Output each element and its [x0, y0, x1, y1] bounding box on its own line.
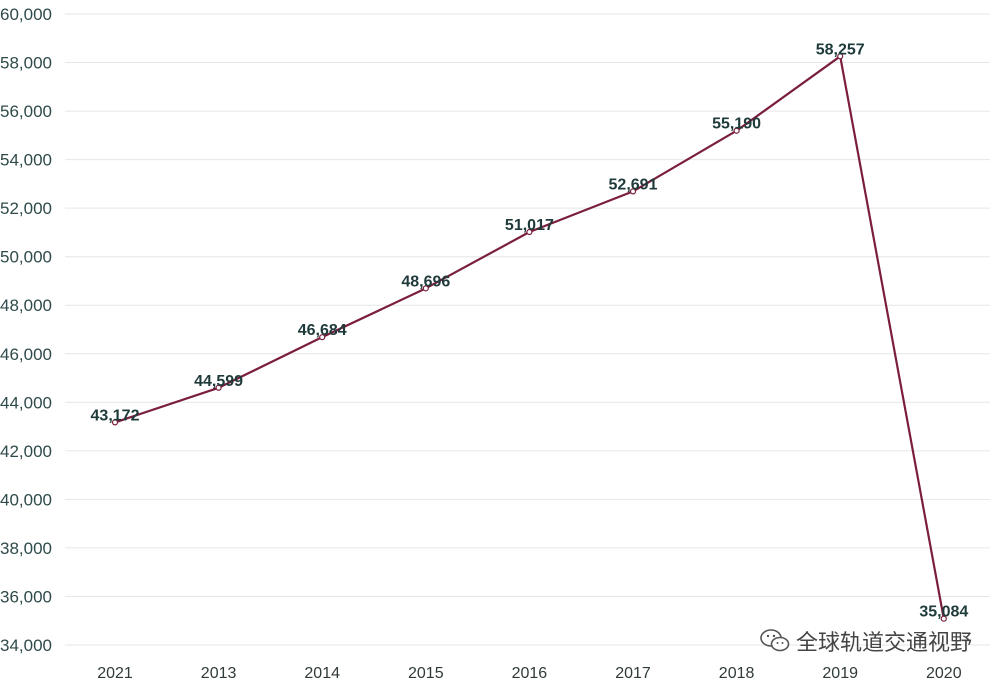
x-tick-label: 2016: [512, 665, 548, 682]
x-tick-label: 2021: [97, 665, 133, 682]
y-tick-label: 60,000: [0, 5, 52, 24]
data-point: [940, 615, 947, 622]
y-tick-label: 38,000: [0, 539, 52, 558]
series: [111, 53, 947, 622]
x-tick-label: 2018: [719, 665, 755, 682]
data-point: [215, 384, 222, 391]
data-point: [422, 285, 429, 292]
y-tick-label: 44,000: [0, 393, 52, 412]
y-tick-label: 46,000: [0, 345, 52, 364]
y-tick-label: 54,000: [0, 151, 52, 170]
watermark: 全球轨道交通视野: [760, 625, 972, 657]
data-point: [629, 188, 637, 195]
data-point: [526, 228, 533, 236]
data-label: 48,696: [401, 273, 450, 290]
data-point: [837, 53, 844, 60]
watermark-text: 全球轨道交通视野: [795, 631, 972, 656]
y-tick-label: 58,000: [0, 54, 52, 73]
y-tick-label: 56,000: [0, 102, 52, 121]
data-label: 52,691: [609, 176, 658, 193]
x-tick-label: 2019: [822, 665, 858, 682]
y-tick-label: 40,000: [0, 490, 52, 509]
data-label: 46,684: [298, 322, 347, 339]
data-label: 35,084: [919, 604, 968, 621]
y-tick-label: 34,000: [0, 636, 52, 655]
x-tick-label: 2020: [926, 665, 962, 682]
y-axis: 34,000 36,000 38,000 40,000 42,000 44,000 46,0…: [0, 5, 52, 655]
data-label: 55,190: [712, 116, 761, 133]
grid-lines: [65, 13, 990, 646]
x-tick-label: 2017: [615, 665, 651, 682]
y-tick-label: 52,000: [0, 199, 52, 218]
data-point: [111, 419, 119, 426]
y-tick-label: 50,000: [0, 248, 52, 267]
series-line: [114, 55, 945, 619]
data-label: 51,017: [505, 217, 554, 234]
wechat-icon: [760, 629, 790, 652]
x-tick-label: 2013: [201, 665, 237, 682]
data-label: 43,172: [91, 407, 140, 424]
x-axis: 2021 2013 2014 2015 2016 2017 2018 2019 2020: [97, 665, 961, 682]
data-labels: 43,172 44,599 46,684 48,696 51,017 52,691 55,1…: [91, 41, 969, 620]
x-tick-label: 2015: [408, 665, 444, 682]
y-tick-label: 42,000: [0, 442, 52, 461]
data-point: [733, 127, 740, 134]
y-tick-label: 48,000: [0, 296, 52, 315]
y-tick-label: 36,000: [0, 587, 52, 606]
data-point: [319, 334, 326, 341]
x-tick-label: 2014: [304, 665, 340, 682]
data-label: 58,257: [816, 41, 865, 58]
data-label: 44,599: [194, 373, 243, 390]
